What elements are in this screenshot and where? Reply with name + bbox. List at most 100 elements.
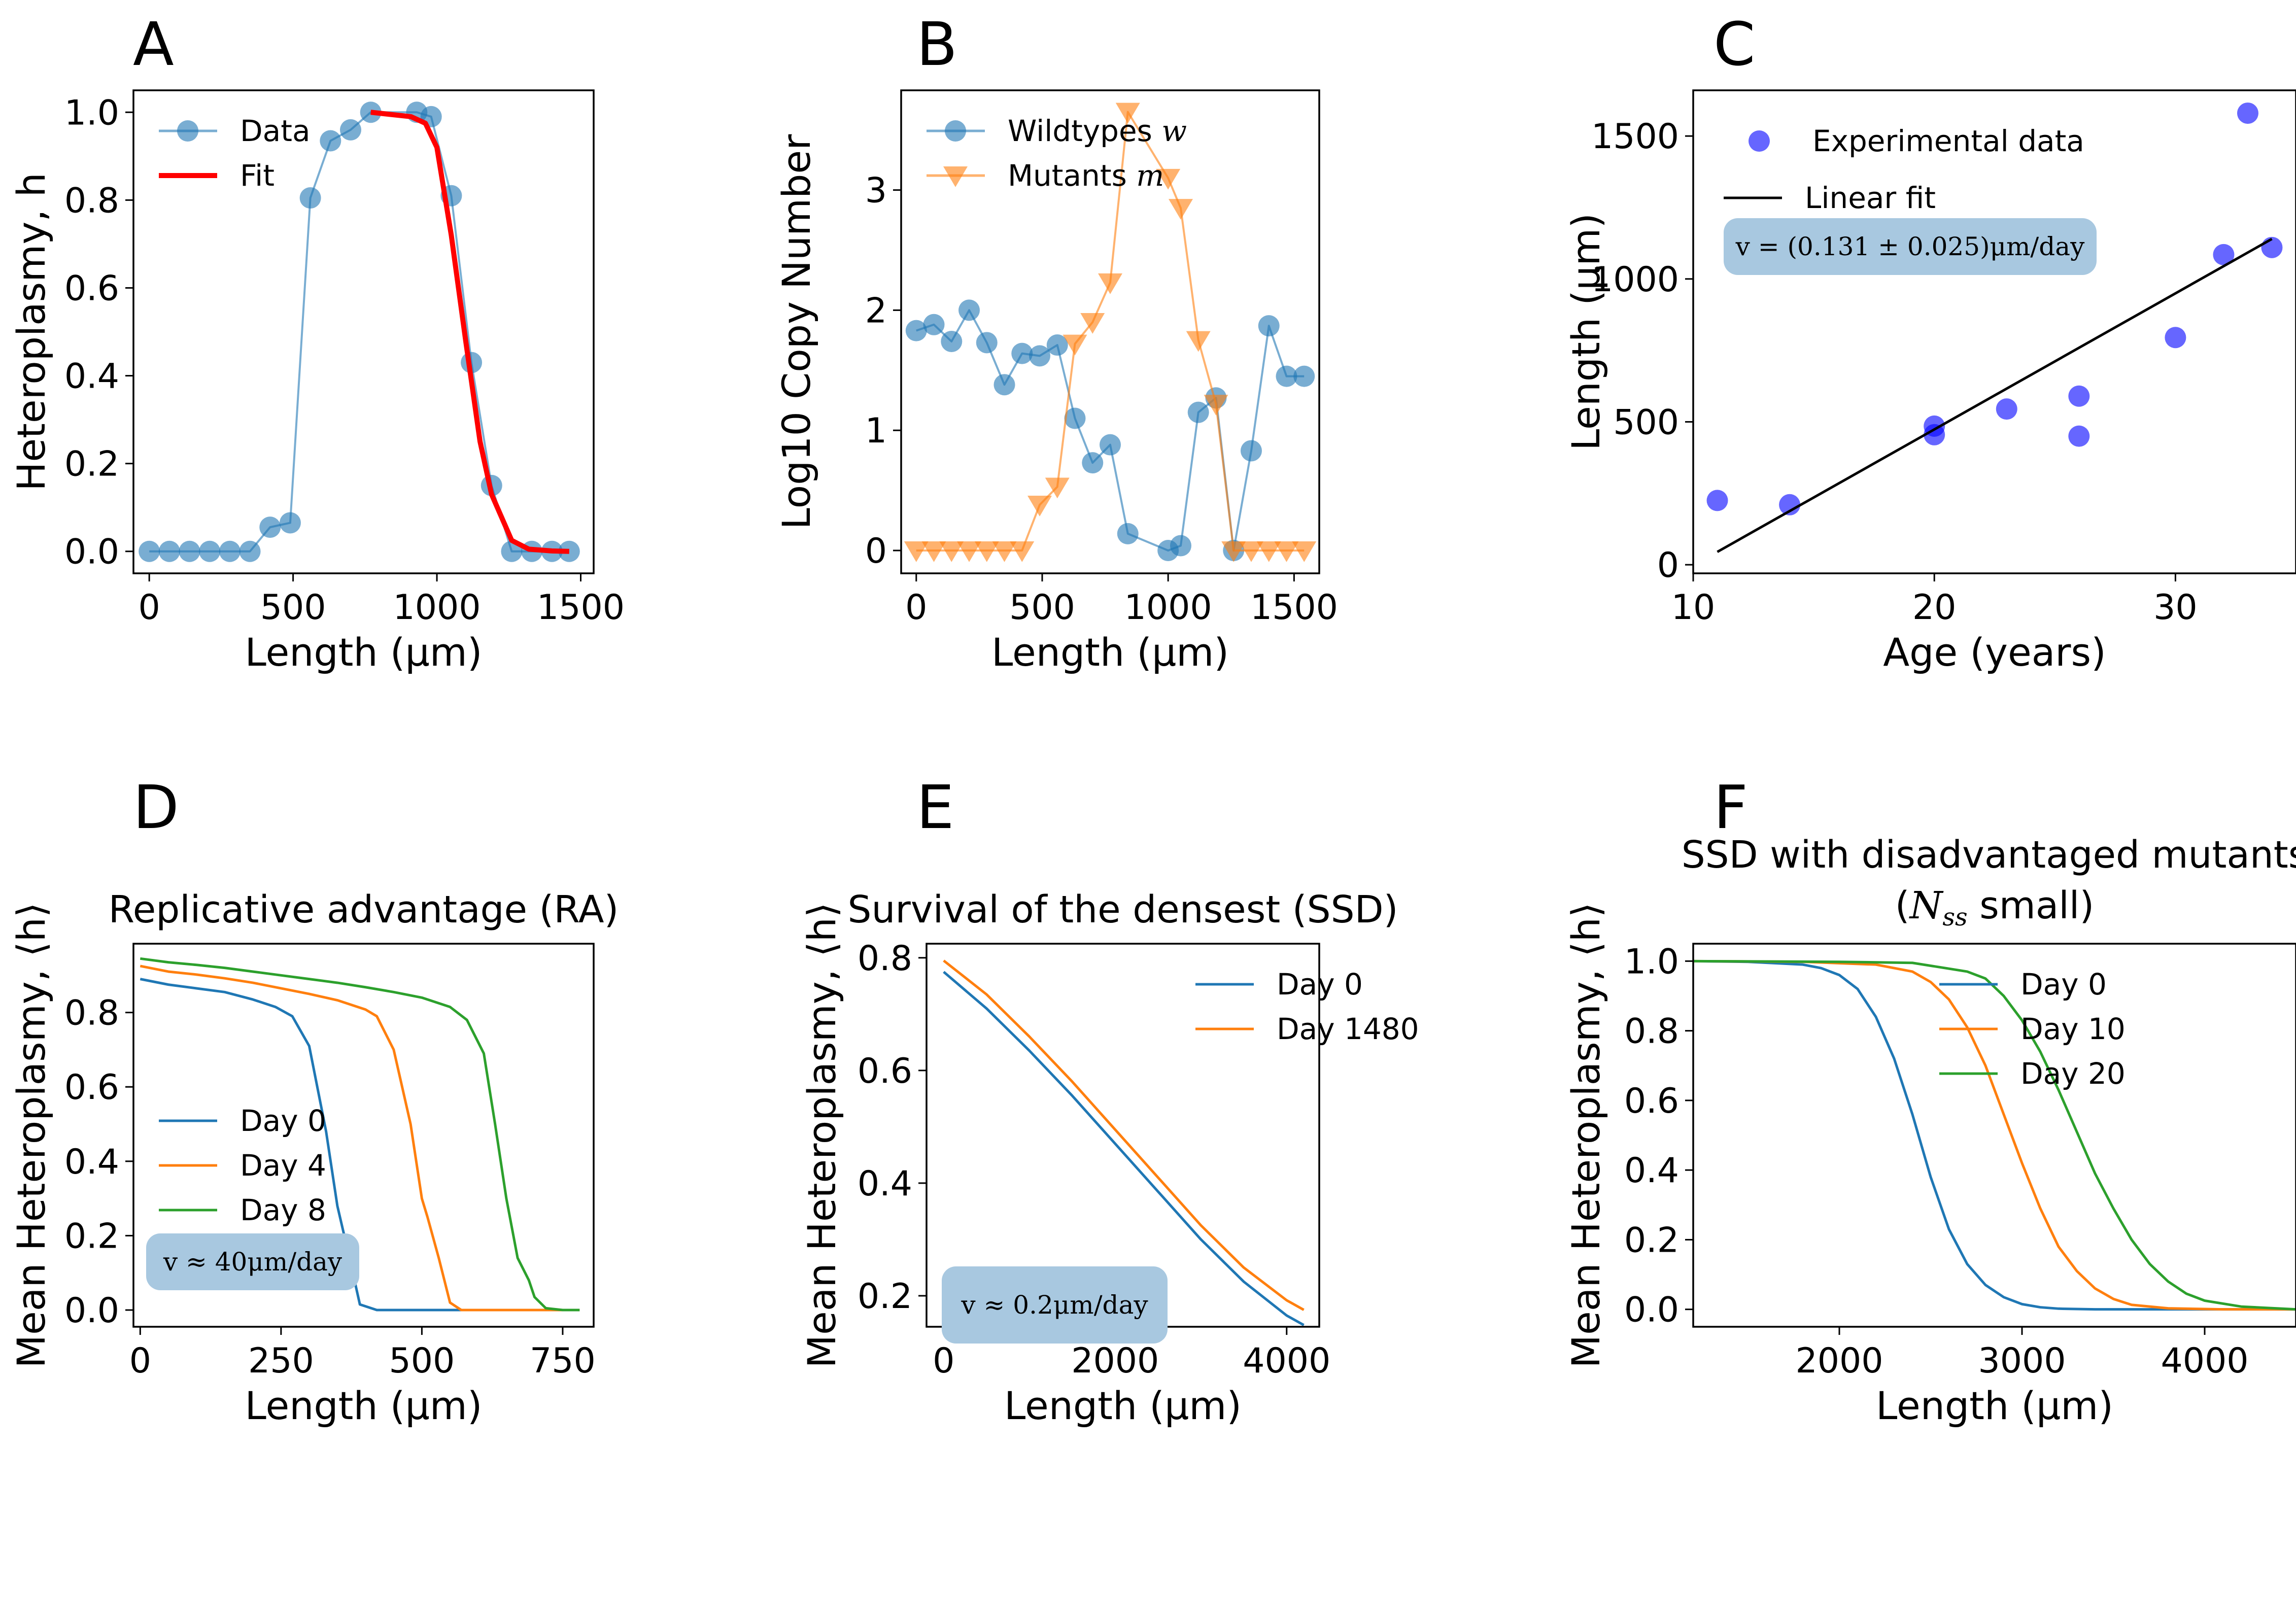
panel-letter: E	[916, 772, 954, 842]
y-tick-label: 2	[865, 291, 887, 331]
data-point	[976, 332, 998, 354]
series-day-1480	[943, 959, 1305, 1311]
y-axis-label: Heteroplasmy, h	[9, 173, 54, 491]
data-point	[2213, 244, 2235, 265]
annotation-box	[942, 1266, 1168, 1344]
legend: Experimental data Linear fit	[1724, 124, 2084, 215]
plot-area	[139, 101, 580, 562]
data-point	[1115, 102, 1140, 124]
x-tick-label: 0	[933, 1341, 954, 1381]
y-tick-label: 500	[1613, 402, 1679, 442]
x-tick-label: 500	[389, 1341, 455, 1381]
x-tick-label: 0	[129, 1341, 151, 1381]
data-point	[1221, 541, 1246, 562]
annotation-text: v ≈ 0.2μm/day	[961, 1290, 1148, 1320]
x-axis-label: Length (μm)	[245, 1383, 483, 1428]
data-point	[1924, 424, 1945, 445]
data-point	[957, 541, 982, 562]
x-tick-label: 4000	[2161, 1341, 2248, 1381]
legend-label: Linear fit	[1805, 181, 1936, 215]
plot-frame	[1692, 943, 2296, 1328]
legend-label: Data	[240, 114, 311, 148]
velocity-annotation: v ≈ 0.2μm/day	[942, 1266, 1168, 1344]
chart-panel-d: D Replicative advantage (RA) 0 250 500 750 0.0…	[9, 772, 619, 1428]
x-tick-label: 0	[905, 588, 927, 628]
legend-marker	[1749, 130, 1770, 152]
data-point	[974, 541, 999, 562]
y-tick-label: 0.6	[64, 268, 119, 308]
legend-label: Day 0	[1277, 967, 1363, 1002]
y-tick-label: 1.0	[1624, 942, 1679, 982]
legend-label: Wildtypes w	[1008, 114, 1187, 148]
chart-panel-e: E Survival of the densest (SSD) 0 2000 4000 0…	[799, 772, 1419, 1428]
legend-label: Fit	[240, 158, 275, 193]
data-point	[2068, 425, 2090, 447]
data-point	[993, 374, 1015, 396]
x-tick-label: 20	[1912, 588, 1957, 628]
y-axis-label: Mean Heteroplasmy, ⟨h⟩	[9, 902, 54, 1368]
y-tick-label: 0.8	[858, 939, 912, 979]
data-point	[1996, 398, 2017, 420]
data-point	[339, 119, 361, 141]
panel-letter: A	[133, 9, 174, 79]
y-axis-label: Mean Heteroplasmy, ⟨h⟩	[1563, 902, 1608, 1368]
legend-label: Experimental data	[1812, 124, 2084, 158]
series-line	[916, 111, 1305, 552]
series-line	[140, 978, 580, 1312]
annotation-text: v = (0.131 ± 0.025)μm/day	[1735, 232, 2085, 261]
data-point	[992, 541, 1017, 562]
data-point	[923, 314, 945, 335]
data-point	[2165, 327, 2186, 349]
y-tick-label: 0.6	[1624, 1081, 1679, 1121]
y-tick-label: 3	[865, 171, 887, 211]
x-tick-label: 1500	[1250, 588, 1338, 628]
data-point	[139, 540, 160, 562]
series-line	[370, 110, 569, 554]
y-tick-label: 0.2	[64, 444, 119, 485]
x-axis-label: Age (years)	[1883, 630, 2106, 675]
x-tick-label: 1000	[1124, 588, 1212, 628]
x-tick-label: 2000	[1071, 1341, 1159, 1381]
data-point	[1168, 199, 1193, 220]
data-point	[1274, 541, 1299, 562]
data-point	[2068, 385, 2090, 407]
annotation-text: v ≈ 40μm/day	[163, 1247, 342, 1277]
series-linear-fit	[1717, 237, 2273, 553]
plot-frame	[132, 943, 595, 1328]
legend-label: Day 1480	[1277, 1012, 1419, 1046]
data-point	[1240, 440, 1262, 462]
x-axis-label: Length (μm)	[991, 630, 1229, 675]
y-tick-label: 0.2	[1624, 1220, 1679, 1260]
data-point	[1170, 535, 1191, 557]
y-tick-label: 0	[865, 531, 887, 571]
y-tick-label: 0.0	[64, 1291, 119, 1331]
data-point	[219, 540, 241, 562]
x-tick-label: 500	[1009, 588, 1075, 628]
legend: Data Fit	[159, 114, 311, 193]
panel-letter: F	[1714, 772, 1748, 842]
x-tick-label: 1500	[537, 588, 625, 628]
series-line	[943, 959, 1305, 1311]
series-data	[139, 101, 580, 562]
annotation-box	[1724, 218, 2097, 275]
y-axis-label: Log10 Copy Number	[774, 134, 819, 530]
y-tick-label: 1500	[1591, 117, 1679, 157]
legend-label: Mutants m	[1008, 158, 1164, 193]
legend-label: Day 0	[2020, 967, 2107, 1002]
data-point	[1258, 315, 1280, 337]
data-point	[1064, 407, 1086, 429]
legend: Day 0 Day 4 Day 8	[159, 1104, 326, 1227]
series-day-4	[140, 965, 580, 1312]
data-point	[158, 540, 180, 562]
y-tick-label: 0.2	[64, 1216, 119, 1256]
data-point	[1256, 541, 1281, 562]
legend-label: Day 0	[240, 1104, 326, 1138]
data-point	[501, 540, 523, 562]
series-day-10	[1693, 959, 2296, 1311]
legend-marker	[177, 120, 198, 142]
y-tick-label: 1000	[1591, 260, 1679, 300]
data-point	[1186, 331, 1211, 352]
legend: Wildtypes w Mutants m	[927, 114, 1187, 193]
